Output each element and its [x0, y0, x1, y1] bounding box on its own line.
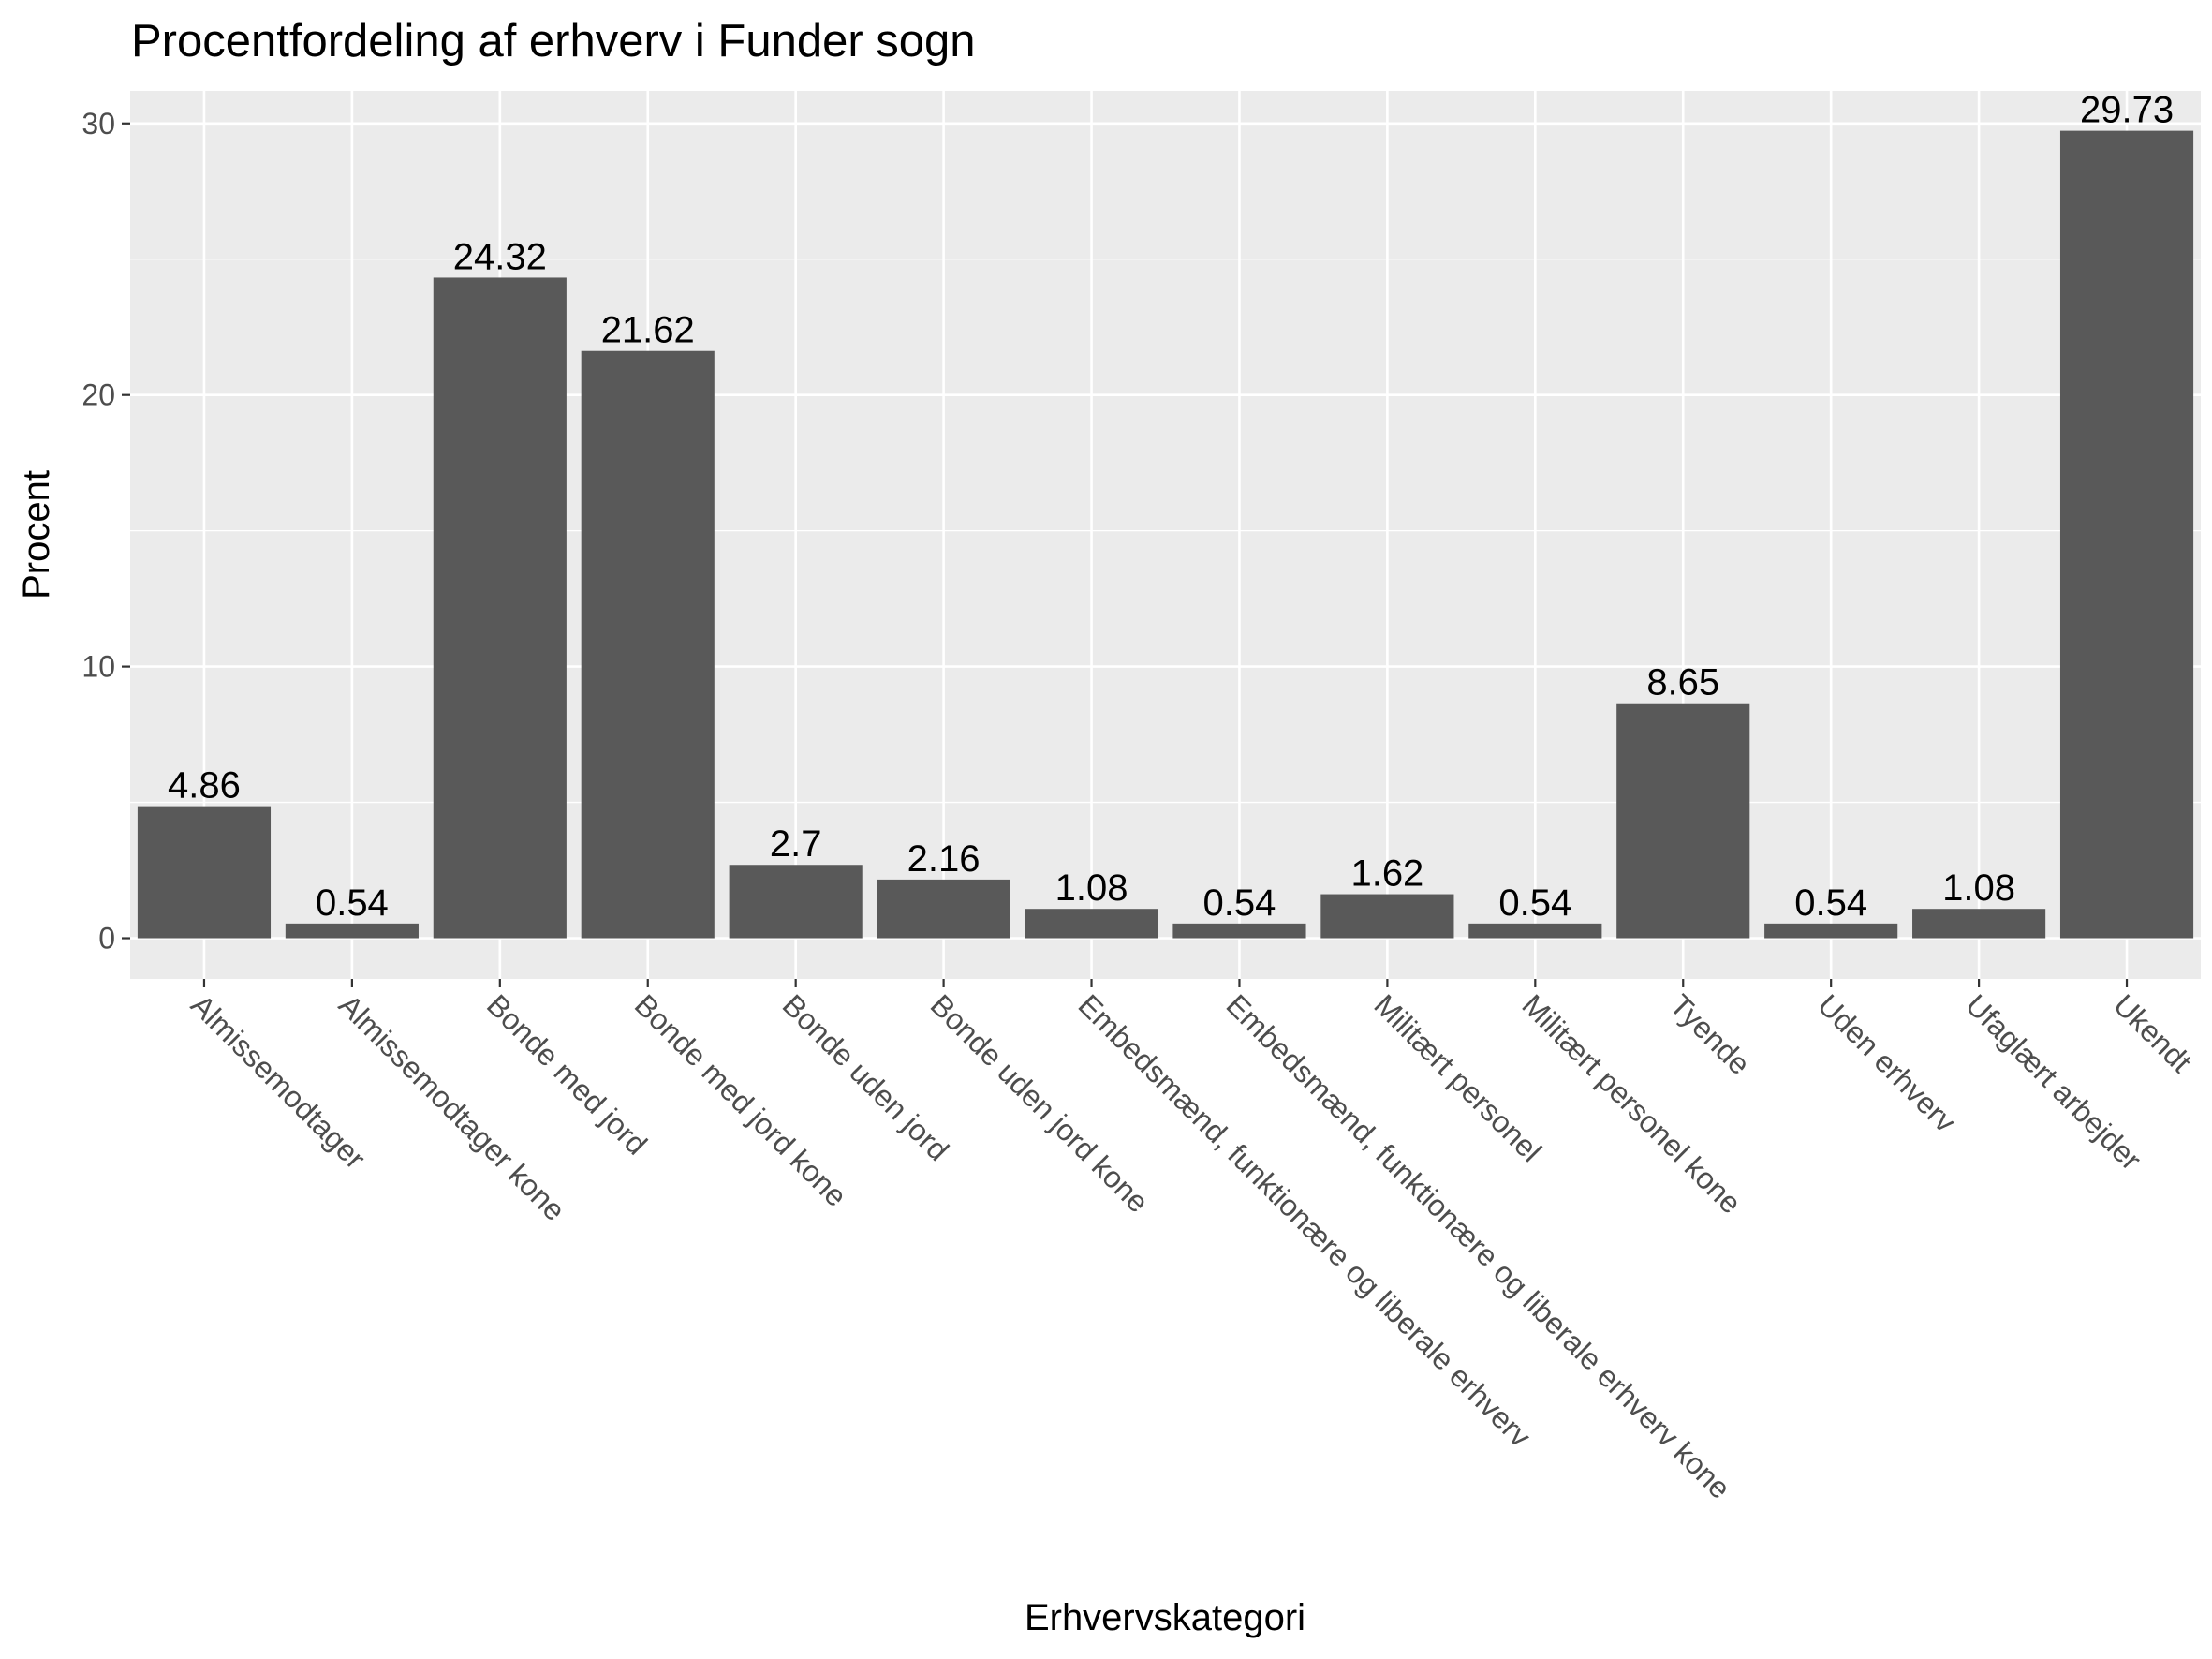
data-label: 1.08 [1055, 867, 1128, 909]
y-tick-label: 20 [81, 378, 115, 412]
data-label: 4.86 [168, 765, 241, 807]
x-tick-label: Bonde med jord [480, 987, 654, 1161]
bars [137, 130, 2194, 939]
y-tick-label: 0 [98, 922, 115, 955]
data-label: 21.62 [601, 310, 695, 351]
bar [877, 879, 1010, 939]
bar [2059, 130, 2194, 939]
data-label: 1.08 [1942, 867, 2015, 909]
x-tick-label: Ukendt [2107, 987, 2198, 1078]
x-tick-label: Embedsmænd, funktionære og liberale erhv… [1220, 987, 1737, 1504]
chart-title: Procentfordeling af erhverv i Funder sog… [131, 16, 976, 67]
y-axis-title: Procent [16, 470, 57, 600]
x-tick-label: Uden erhverv [1811, 987, 1962, 1138]
bar [137, 806, 272, 939]
bar [1616, 703, 1750, 939]
data-label: 24.32 [453, 236, 547, 277]
data-label: 0.54 [316, 882, 389, 924]
bar [1320, 894, 1454, 939]
bar [433, 277, 567, 939]
bar [1468, 923, 1602, 939]
x-axis-title: Erhvervskategori [1025, 1597, 1305, 1638]
bar [1172, 923, 1306, 939]
bar [1025, 909, 1158, 939]
data-label: 2.16 [907, 838, 981, 880]
bar [729, 865, 863, 939]
bar [285, 923, 419, 939]
data-label: 8.65 [1646, 662, 1719, 704]
data-labels: 4.86 0.54 24.32 21.62 2.7 2.16 1.08 0.54 1.62 0.5… [168, 90, 2174, 924]
bar [1912, 909, 2046, 939]
data-label: 0.54 [1498, 882, 1571, 924]
y-axis: 0 10 20 30 [81, 107, 130, 955]
x-tick-label: Tyende [1663, 987, 1757, 1081]
data-label: 29.73 [2080, 90, 2174, 131]
data-label: 1.62 [1350, 853, 1423, 895]
bar [1764, 923, 1898, 939]
data-label: 0.54 [1794, 882, 1867, 924]
data-label: 2.7 [770, 823, 822, 865]
y-tick-label: 10 [81, 650, 115, 684]
bar [581, 350, 715, 939]
y-tick-label: 30 [81, 107, 115, 141]
data-label: 0.54 [1203, 882, 1276, 924]
